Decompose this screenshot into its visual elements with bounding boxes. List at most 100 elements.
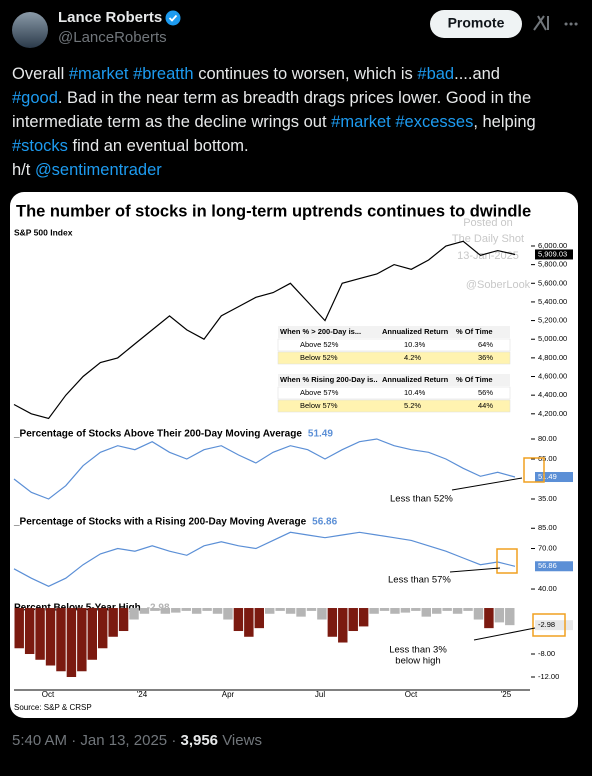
bar (244, 608, 254, 637)
tweet-time[interactable]: 5:40 AM (12, 732, 67, 749)
bar (400, 608, 411, 613)
promote-button[interactable] (430, 10, 522, 38)
bar (338, 608, 348, 643)
bar (108, 608, 118, 637)
tweet-text-line: intermediate term as the decline wrings … (12, 113, 536, 131)
y-tick-label: 6,000.00 (538, 241, 567, 250)
table-header: % Of Time (456, 327, 493, 336)
bar (473, 608, 484, 620)
annotation: Less than 52% (390, 494, 453, 505)
bar (139, 608, 150, 614)
table-row-bg (277, 399, 511, 413)
hashtag-link[interactable]: #market (69, 65, 129, 83)
bar (358, 608, 369, 627)
avatar[interactable] (12, 12, 48, 48)
author-name[interactable]: Lance Roberts (58, 9, 162, 26)
last-value-label: -2.98 (538, 620, 555, 629)
y-tick-label: 5,600.00 (538, 278, 567, 287)
bar (442, 608, 452, 611)
hashtag-link[interactable]: #bad (417, 65, 454, 83)
table-header: % Of Time (456, 375, 493, 384)
annotation-arrow (473, 627, 536, 641)
bar (118, 608, 129, 632)
table-cell: 36% (478, 353, 493, 362)
bar (66, 608, 77, 678)
last-value-label: 56.86 (538, 561, 557, 570)
table-header-bg (278, 374, 510, 386)
table-header: When % Rising 200-Day is.. (280, 375, 378, 384)
chart-image[interactable] (10, 192, 578, 718)
table-row-bg (277, 386, 511, 400)
separator: · (171, 732, 176, 749)
tweet-text-line: Overall #market #breatth continues to wo… (12, 65, 500, 83)
y-tick-label: 5,000.00 (538, 334, 567, 343)
table-header: Annualized Return (382, 375, 449, 384)
highlight-box (532, 613, 566, 637)
bar (160, 608, 171, 614)
table-cell: 64% (478, 340, 493, 349)
last-value-label: 5,909.03 (538, 249, 567, 258)
table-cell: 10.3% (404, 340, 426, 349)
table-cell: Above 57% (300, 388, 339, 397)
promote-label[interactable]: Promote (448, 15, 505, 31)
hashtag-link[interactable]: @sentimentrader (35, 161, 162, 179)
bar (223, 608, 233, 620)
hashtag-link[interactable]: #good (12, 89, 58, 107)
bar (432, 608, 442, 614)
tweet-text-line: #good. Bad in the near term as breadth d… (12, 89, 531, 107)
table-cell: Above 52% (300, 340, 339, 349)
panel-title: _Percentage of Stocks with a Rising 200-… (13, 517, 307, 528)
y-tick-label: 80.00 (538, 434, 557, 443)
bar (421, 608, 431, 617)
annotation: below high (395, 656, 440, 667)
grok-icon[interactable] (533, 15, 549, 31)
watermark: 13-Jan-2025 (457, 250, 519, 262)
y-tick-label: 85.00 (538, 523, 557, 532)
bar (296, 608, 306, 617)
y-tick-label: -8.00 (538, 649, 555, 658)
table-cell: Below 52% (300, 353, 338, 362)
bar (254, 608, 264, 629)
bar (98, 608, 108, 649)
hashtag-link[interactable]: #stocks (12, 137, 68, 155)
x-tick-label: Oct (405, 690, 418, 699)
author-handle[interactable]: @LanceRoberts (58, 29, 167, 46)
bar (505, 608, 515, 626)
x-tick-label: Apr (222, 690, 235, 699)
last-value-box (535, 561, 573, 572)
hashtag-link[interactable]: #market (331, 113, 391, 131)
bar (348, 608, 358, 632)
bar (233, 608, 244, 632)
bar (411, 608, 421, 611)
bar (494, 608, 505, 623)
bar (212, 608, 223, 614)
bar (56, 608, 66, 672)
bar (35, 608, 45, 660)
x-tick-label: Oct (42, 690, 55, 699)
series-line (13, 531, 516, 587)
hashtag-link[interactable]: #breatth (133, 65, 194, 83)
tweet-meta: 5:40 AM · Jan 13, 2025 · 3,956 Views (12, 732, 262, 749)
bar (191, 608, 202, 614)
y-tick-label: 35.00 (538, 494, 557, 503)
watermark: Posted on (463, 217, 513, 229)
view-count: 3,956 (180, 732, 218, 749)
bar (181, 608, 191, 611)
last-value-box (535, 620, 573, 631)
image-title: The number of stocks in long-term uptren… (16, 202, 531, 220)
bar (306, 608, 317, 611)
table-header: When % > 200-Day is... (280, 327, 361, 336)
panel-title-value: 51.49 (308, 429, 333, 440)
bar (452, 608, 463, 614)
panel-title-value: 56.86 (312, 517, 337, 528)
annotation: Less than 57% (388, 575, 451, 586)
bar (484, 608, 494, 629)
table-row-bg (277, 351, 511, 365)
views-label: Views (222, 732, 262, 749)
bar (369, 608, 379, 614)
bar (327, 608, 338, 637)
y-tick-label: 5,400.00 (538, 297, 567, 306)
hashtag-link[interactable]: #excesses (395, 113, 473, 131)
tweet-date[interactable]: Jan 13, 2025 (80, 732, 167, 749)
x-tick-label: Jul (315, 690, 325, 699)
